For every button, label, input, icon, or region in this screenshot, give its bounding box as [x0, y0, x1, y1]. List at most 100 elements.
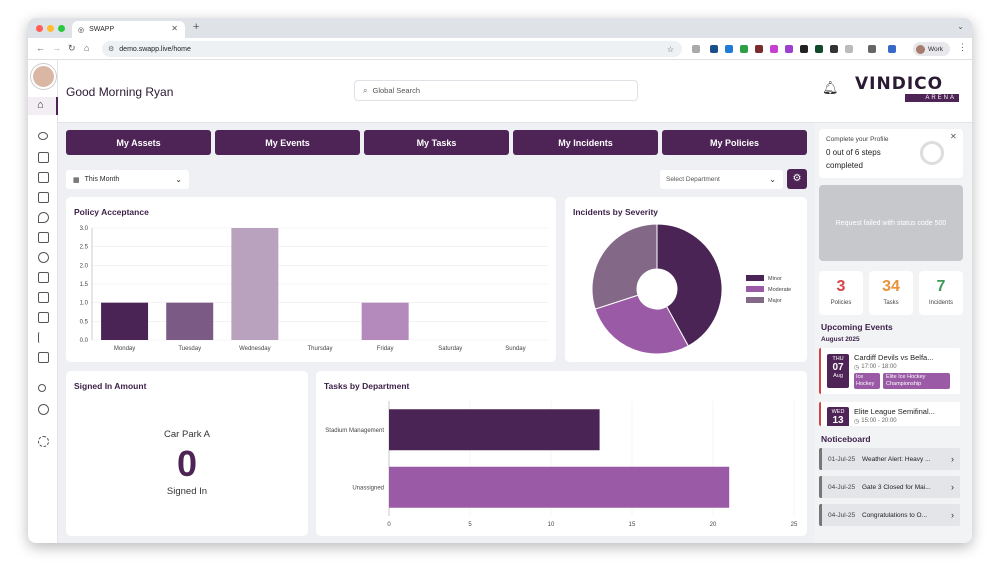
extension-icon[interactable] — [830, 45, 838, 53]
calendar-icon[interactable] — [38, 172, 49, 183]
extension-icon[interactable] — [815, 45, 823, 53]
stat-value: 3 — [836, 278, 846, 295]
profile-status: completed — [826, 161, 863, 170]
bar — [166, 302, 214, 340]
x-tick-label: Wednesday — [239, 346, 271, 352]
browser-tab[interactable]: ◎ SWAPP ✕ — [72, 21, 185, 38]
noticeboard-title: Noticeboard — [821, 434, 871, 444]
wrench-icon[interactable] — [38, 384, 46, 392]
team-icon[interactable] — [38, 404, 49, 415]
extension-icon[interactable] — [740, 45, 748, 53]
app-sidebar: ⌂ — [28, 60, 58, 543]
clipboard-icon[interactable] — [38, 152, 49, 163]
address-bar-row: ← → ↻ ⌂ ⚙ demo.swapp.live/home ☆ Work ⋮ — [28, 38, 972, 60]
legend-label: Moderate — [768, 287, 791, 293]
bar — [231, 228, 279, 340]
tile-my-assets[interactable]: My Assets — [66, 130, 211, 155]
tile-my-tasks[interactable]: My Tasks — [364, 130, 509, 155]
notice-item[interactable]: 01-Jul-25 Weather Alert: Heavy ... › — [819, 448, 960, 470]
url-text: demo.swapp.live/home — [119, 45, 191, 53]
upcoming-events-title: Upcoming Events — [821, 322, 893, 332]
checklist-icon[interactable] — [38, 312, 49, 323]
chevron-down-icon[interactable]: ⌄ — [957, 22, 964, 31]
stat-value: 34 — [882, 278, 900, 295]
pie-slice — [594, 294, 689, 355]
close-window-button[interactable] — [36, 25, 43, 32]
vindico-arena-logo: VINDICO ARENA — [855, 76, 963, 104]
maximize-window-button[interactable] — [58, 25, 65, 32]
tasks-department-chart: 0 5 10 15 20 25 Stadium Management Unassigned — [325, 401, 798, 528]
extension-icon[interactable] — [888, 45, 896, 53]
extension-icon[interactable] — [755, 45, 763, 53]
event-time: ◷ 17:00 - 18:00 — [854, 364, 897, 371]
back-button[interactable]: ← — [36, 43, 45, 53]
alert-icon[interactable] — [38, 252, 49, 263]
department-select[interactable]: Select Department ⌄ — [660, 170, 783, 189]
period-select[interactable]: ▦ This Month ⌄ — [66, 170, 189, 189]
tile-label: My Events — [265, 137, 310, 148]
dashboard-settings-button[interactable]: ⚙ — [787, 169, 807, 189]
tile-my-incidents[interactable]: My Incidents — [513, 130, 658, 155]
document-icon[interactable] — [38, 292, 49, 303]
menu-kebab-icon[interactable]: ⋮ — [958, 42, 967, 52]
extension-icon[interactable] — [785, 45, 793, 53]
notice-item[interactable]: 04-Jul-25 Gate 3 Closed for Mai... › — [819, 476, 960, 498]
stat-tasks[interactable]: 34 Tasks — [869, 271, 913, 315]
extension-icon[interactable] — [770, 45, 778, 53]
report-icon[interactable] — [38, 352, 49, 363]
bar — [361, 302, 409, 340]
url-field[interactable]: ⚙ demo.swapp.live/home ☆ — [102, 41, 682, 57]
site-info-icon[interactable]: ⚙ — [108, 46, 115, 53]
image-icon[interactable] — [38, 272, 49, 283]
event-item[interactable]: THU 07 Aug Cardiff Devils vs Belfa... ◷ 1… — [819, 348, 960, 394]
incidents-severity-chart: Minor Moderate Major — [591, 223, 791, 355]
extension-icon[interactable] — [710, 45, 718, 53]
sidebar-toggle-icon[interactable] — [868, 45, 876, 53]
period-value: This Month — [84, 176, 120, 183]
extension-icon[interactable] — [725, 45, 733, 53]
y-tick-label: 2.0 — [80, 263, 89, 269]
forward-button[interactable]: → — [52, 43, 61, 53]
tag-icon[interactable] — [38, 132, 48, 140]
drop-icon[interactable] — [38, 212, 49, 223]
extension-icon[interactable] — [692, 45, 700, 53]
card-title: Incidents by Severity — [573, 207, 659, 217]
x-tick-label: 20 — [710, 522, 717, 528]
tile-my-events[interactable]: My Events — [215, 130, 360, 155]
extensions-puzzle-icon[interactable] — [845, 45, 853, 53]
event-item[interactable]: WED 13 Elite League Semifinal... ◷ 15:00 … — [819, 402, 960, 426]
close-tab-icon[interactable]: ✕ — [171, 24, 178, 33]
notice-date: 01-Jul-25 — [828, 455, 856, 463]
tile-label: My Assets — [116, 137, 161, 148]
profile-button[interactable]: Work — [913, 42, 950, 56]
signed-in-location: Car Park A — [164, 429, 210, 440]
error-banner: Request failed with status code 500 — [819, 185, 963, 261]
settings-gear-icon[interactable] — [38, 436, 49, 447]
tile-my-policies[interactable]: My Policies — [662, 130, 807, 155]
notice-text: Weather Alert: Heavy ... — [862, 455, 931, 463]
card-title: Signed In Amount — [74, 381, 147, 391]
reload-button[interactable]: ↻ — [68, 43, 76, 53]
global-search-input[interactable]: ⌕ Global Search — [354, 80, 638, 101]
stat-label: Policies — [830, 300, 852, 306]
list-icon[interactable] — [38, 332, 49, 343]
user-avatar[interactable] — [31, 64, 56, 89]
bell-icon[interactable]: 🔔︎ — [822, 80, 839, 95]
extension-icon[interactable] — [800, 45, 808, 53]
event-name: Cardiff Devils vs Belfa... — [854, 353, 934, 362]
home-button[interactable]: ⌂ — [84, 43, 90, 53]
new-tab-button[interactable]: + — [193, 21, 200, 33]
stat-incidents[interactable]: 7 Incidents — [919, 271, 963, 315]
notice-item[interactable]: 04-Jul-25 Congratulations to O... › — [819, 504, 960, 526]
book-icon[interactable] — [38, 232, 49, 243]
minimize-window-button[interactable] — [47, 25, 54, 32]
bookmark-star-icon[interactable]: ☆ — [666, 44, 674, 54]
notice-text: Gate 3 Closed for Mai... — [862, 483, 931, 491]
x-tick-label: Sunday — [505, 346, 525, 352]
grid-calendar-icon[interactable] — [38, 192, 49, 203]
x-tick-label: Thursday — [307, 346, 332, 352]
event-day: 13 — [832, 415, 844, 426]
sidebar-item-home[interactable]: ⌂ — [28, 97, 58, 115]
stat-policies[interactable]: 3 Policies — [819, 271, 863, 315]
close-icon[interactable]: ✕ — [950, 132, 957, 141]
